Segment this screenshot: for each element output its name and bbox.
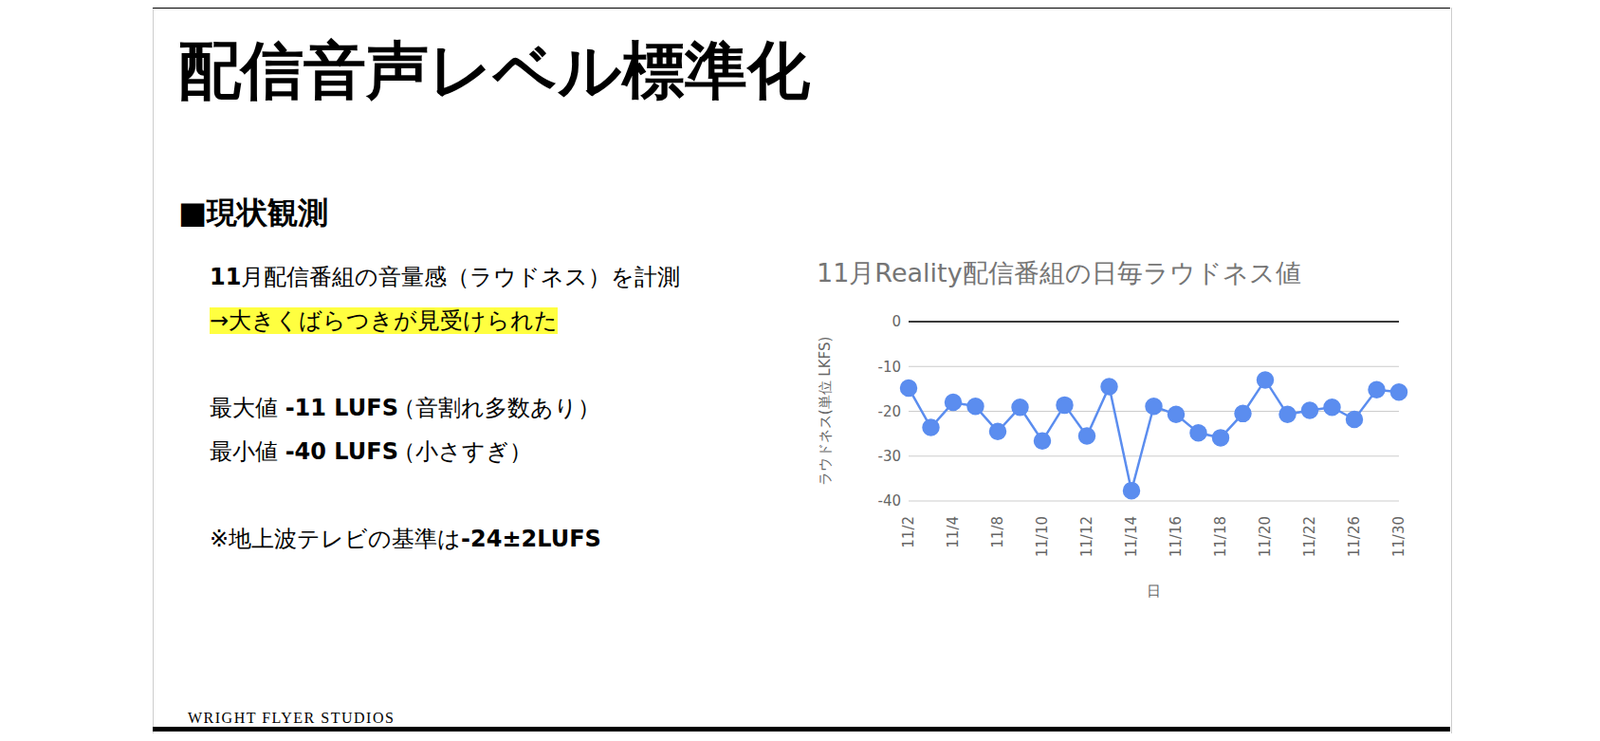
html-text:11月配信番組の音量感（ラウドネス）を計測: 11月配信番組の音量感（ラウドネス）を計測 bbox=[209, 263, 681, 291]
html-text:（音割れ多数あり）: （音割れ多数あり） bbox=[392, 394, 601, 422]
html-text:（小さすぎ）: （小さすぎ） bbox=[392, 438, 533, 465]
svg-text:11/22: 11/22 bbox=[1301, 515, 1319, 557]
svg-text:-20: -20 bbox=[878, 403, 902, 421]
svg-text:11/4: 11/4 bbox=[944, 515, 962, 549]
svg-text:11/2: 11/2 bbox=[900, 515, 918, 549]
html-text:→大きくばらつきが見受けられた: →大きくばらつきが見受けられた bbox=[209, 307, 558, 334]
svg-text:11/16: 11/16 bbox=[1167, 515, 1185, 557]
html-text:最大値-11 LUFS: 最大値-11 LUFS bbox=[209, 394, 399, 422]
html-text:WRIGHT FLYER STUDIOS: WRIGHT FLYER STUDIOS bbox=[187, 709, 395, 726]
svg-text:-30: -30 bbox=[878, 447, 902, 465]
svg-text:11/8: 11/8 bbox=[989, 515, 1007, 549]
svg-text:11/20: 11/20 bbox=[1256, 515, 1274, 557]
svg-text:-40: -40 bbox=[878, 492, 902, 510]
svg-text:11/10: 11/10 bbox=[1033, 515, 1051, 557]
svg-text:11/14: 11/14 bbox=[1122, 515, 1141, 557]
svg-text:日: 日 bbox=[1146, 582, 1161, 600]
svg-text:11/12: 11/12 bbox=[1078, 515, 1096, 557]
svg-text:ラウドネス(単位 LKFS): ラウドネス(単位 LKFS) bbox=[816, 336, 834, 487]
svg-text:11/18: 11/18 bbox=[1212, 515, 1230, 557]
html-text:配信音声レベル標準化: 配信音声レベル標準化 bbox=[178, 34, 810, 108]
svg-text:0: 0 bbox=[891, 312, 902, 331]
html-text:最小値-40 LUFS: 最小値-40 LUFS bbox=[209, 438, 399, 465]
svg-text:-10: -10 bbox=[878, 358, 902, 376]
svg-text:11/30: 11/30 bbox=[1390, 515, 1408, 557]
html-text:※地上波テレビの基準は-24±2LUFS: ※地上波テレビの基準は-24±2LUFS bbox=[209, 525, 602, 552]
html-text:11月Reality配信番組の日毎ラウドネス値: 11月Reality配信番組の日毎ラウドネス値 bbox=[816, 257, 1301, 288]
svg-text:11/26: 11/26 bbox=[1345, 515, 1363, 557]
html-text:■現状観測: ■現状観測 bbox=[178, 194, 329, 231]
